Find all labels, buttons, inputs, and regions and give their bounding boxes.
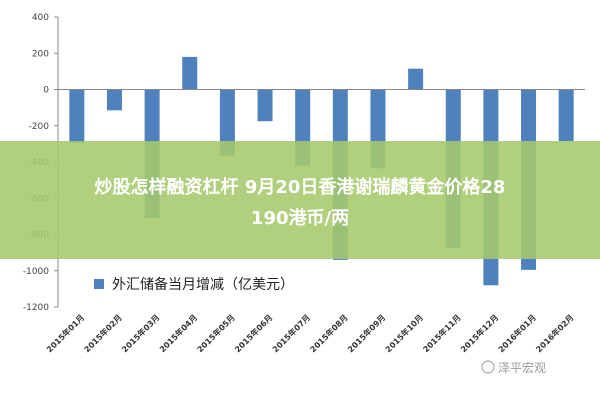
x-tick-label: 2015年01月 bbox=[44, 312, 86, 354]
x-tick-label: 2015年09月 bbox=[345, 312, 387, 354]
x-tick-label: 2016年02月 bbox=[534, 312, 576, 354]
legend-label: 外汇储备当月增减（亿美元） bbox=[112, 276, 294, 293]
bar-2 bbox=[106, 89, 122, 111]
y-tick-label: 400 bbox=[32, 13, 49, 23]
x-tick-label: 2016年01月 bbox=[496, 312, 538, 354]
bar-5 bbox=[219, 89, 235, 156]
banner-line-1: 炒股怎样融资杠杆 9月20日香港谢瑞麟黄金价格28 bbox=[95, 176, 506, 198]
x-tick-label: 2015年12月 bbox=[458, 312, 500, 354]
banner-background bbox=[0, 141, 600, 259]
watermark: 泽平宏观 bbox=[481, 360, 546, 375]
y-tick-label: -200 bbox=[29, 122, 50, 132]
overlay-banner: 炒股怎样融资杠杆 9月20日香港谢瑞麟黄金价格28 190港币/两 bbox=[0, 141, 600, 259]
legend-swatch bbox=[94, 279, 104, 289]
x-tick-label: 2015年05月 bbox=[195, 312, 237, 354]
x-tick-label: 2015年04月 bbox=[157, 312, 199, 354]
x-tick-label: 2015年07月 bbox=[270, 312, 312, 354]
banner-line-2: 190港币/两 bbox=[251, 208, 349, 229]
bar-1 bbox=[69, 89, 85, 143]
x-tick-label: 2015年11月 bbox=[421, 312, 463, 354]
legend: 外汇储备当月增减（亿美元） bbox=[94, 276, 294, 293]
x-tick-label: 2015年10月 bbox=[383, 312, 425, 354]
y-tick-label: 200 bbox=[32, 49, 49, 59]
bar-4 bbox=[182, 56, 198, 90]
watermark-text: 泽平宏观 bbox=[498, 360, 546, 375]
bar-10 bbox=[408, 68, 424, 90]
y-tick-label: 0 bbox=[43, 86, 49, 96]
x-tick-label: 2015年06月 bbox=[232, 312, 274, 354]
x-tick-label: 2015年08月 bbox=[308, 312, 350, 354]
x-tick-label: 2015年03月 bbox=[120, 312, 162, 354]
y-tick-label: -1200 bbox=[23, 303, 49, 313]
x-tick-label: 2015年02月 bbox=[82, 312, 124, 354]
watermark-logo-icon bbox=[481, 360, 495, 374]
bar-14 bbox=[558, 89, 574, 142]
bar-6 bbox=[257, 89, 273, 122]
y-tick-label: -1000 bbox=[23, 267, 49, 277]
